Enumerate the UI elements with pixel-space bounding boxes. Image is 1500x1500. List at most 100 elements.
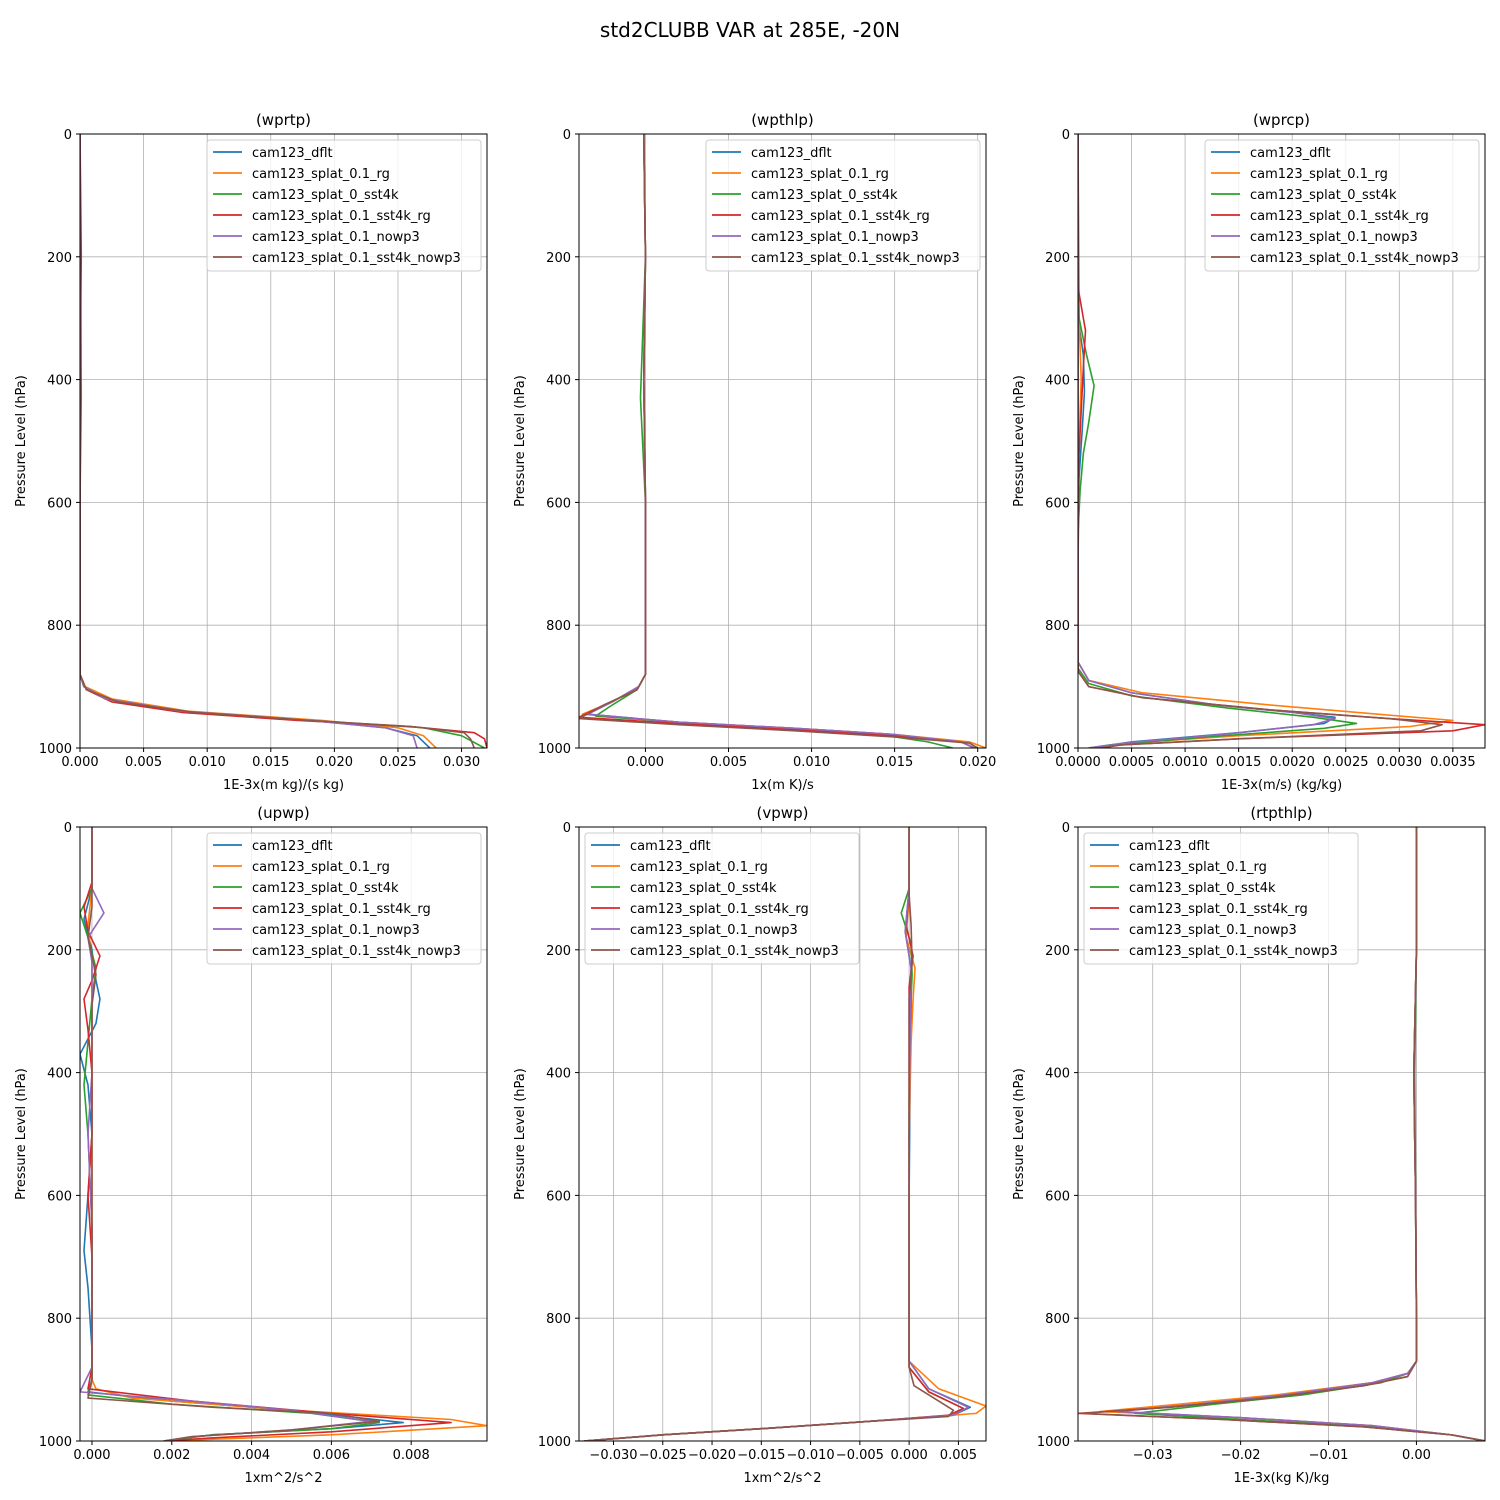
subplot-title: (wprtp) bbox=[256, 111, 311, 129]
x-tick-label: −0.030 bbox=[589, 1448, 637, 1463]
legend-box bbox=[1083, 832, 1359, 965]
y-axis-label: Pressure Level (hPa) bbox=[1012, 1068, 1027, 1200]
x-tick-label: 0.0020 bbox=[1269, 755, 1315, 770]
legend-label: cam123_splat_0.1_sst4k_rg bbox=[751, 209, 930, 224]
x-tick-label: 0.000 bbox=[73, 1448, 110, 1463]
y-tick-label: 600 bbox=[1045, 496, 1070, 511]
y-tick-label: 0 bbox=[1062, 821, 1070, 836]
legend-label: cam123_splat_0.1_sst4k_rg bbox=[1129, 902, 1308, 917]
legend-label: cam123_splat_0.1_sst4k_rg bbox=[252, 902, 431, 917]
legend-label: cam123_splat_0.1_sst4k_rg bbox=[252, 209, 431, 224]
x-tick-label: 0.015 bbox=[876, 755, 913, 770]
x-tick-label: 0.004 bbox=[233, 1448, 270, 1463]
x-tick-label: 0.030 bbox=[443, 755, 480, 770]
legend-box bbox=[206, 832, 482, 965]
legend-label: cam123_splat_0.1_nowp3 bbox=[252, 923, 420, 938]
x-tick-label: 0.006 bbox=[313, 1448, 350, 1463]
y-tick-label: 1000 bbox=[1037, 1435, 1070, 1450]
x-tick-label: 0.005 bbox=[125, 755, 162, 770]
legend-label: cam123_splat_0.1_rg bbox=[751, 167, 889, 182]
y-tick-label: 0 bbox=[563, 128, 571, 143]
legend-label: cam123_splat_0.1_rg bbox=[252, 167, 390, 182]
legend-label: cam123_splat_0.1_sst4k_nowp3 bbox=[630, 944, 839, 959]
legend-label: cam123_splat_0_sst4k bbox=[252, 881, 399, 896]
y-tick-label: 800 bbox=[1045, 619, 1070, 634]
legend-label: cam123_splat_0_sst4k bbox=[252, 188, 399, 203]
x-axis-label: 1E-3x(m kg)/(s kg) bbox=[223, 778, 344, 793]
x-tick-label: −0.025 bbox=[639, 1448, 687, 1463]
x-tick-label: −0.015 bbox=[737, 1448, 785, 1463]
y-tick-label: 200 bbox=[546, 944, 571, 959]
y-tick-label: 600 bbox=[546, 496, 571, 511]
y-tick-label: 200 bbox=[546, 251, 571, 266]
y-axis-label: Pressure Level (hPa) bbox=[513, 1068, 528, 1200]
legend-label: cam123_splat_0.1_rg bbox=[252, 860, 390, 875]
x-tick-label: −0.02 bbox=[1221, 1448, 1261, 1463]
legend-label: cam123_splat_0.1_sst4k_nowp3 bbox=[1129, 944, 1338, 959]
y-tick-label: 1000 bbox=[1037, 742, 1070, 757]
subplot-rtpthlp: −0.03 −0.02 −0.01 0.00 0 200 400 600 800 1000 (rtp… bbox=[1012, 804, 1486, 1486]
axes-frame bbox=[79, 826, 488, 1442]
x-tick-label: 0.0015 bbox=[1216, 755, 1262, 770]
x-tick-label: 0.025 bbox=[379, 755, 416, 770]
legend-label: cam123_splat_0_sst4k bbox=[630, 881, 777, 896]
legend-label: cam123_splat_0.1_sst4k_rg bbox=[1250, 209, 1429, 224]
legend-box bbox=[705, 139, 981, 272]
x-axis-label: 1xm^2/s^2 bbox=[743, 1471, 821, 1486]
axes-frame bbox=[1077, 826, 1486, 1442]
x-tick-label: 0.020 bbox=[959, 755, 996, 770]
y-tick-label: 200 bbox=[1045, 251, 1070, 266]
y-tick-label: 0 bbox=[1062, 128, 1070, 143]
legend: cam123_dflt cam123_splat_0.1_rg cam123_spl… bbox=[705, 139, 981, 272]
y-tick-label: 1000 bbox=[39, 1435, 72, 1450]
x-tick-label: −0.01 bbox=[1309, 1448, 1349, 1463]
x-tick-label: 0.0010 bbox=[1162, 755, 1208, 770]
series-line-cam123_splat_0.1_sst4k_nowp3 bbox=[579, 134, 979, 748]
y-tick-label: 200 bbox=[1045, 944, 1070, 959]
y-tick-label: 400 bbox=[1045, 374, 1070, 389]
legend: cam123_dflt cam123_splat_0.1_rg cam123_spl… bbox=[584, 832, 860, 965]
x-tick-label: 0.000 bbox=[891, 1448, 928, 1463]
legend-box bbox=[206, 139, 482, 272]
legend-label: cam123_dflt bbox=[252, 839, 333, 854]
legend: cam123_dflt cam123_splat_0.1_rg cam123_spl… bbox=[1204, 139, 1480, 272]
x-tick-label: −0.020 bbox=[688, 1448, 736, 1463]
legend-label: cam123_dflt bbox=[751, 146, 832, 161]
y-axis-label: Pressure Level (hPa) bbox=[14, 375, 29, 507]
legend: cam123_dflt cam123_splat_0.1_rg cam123_spl… bbox=[1083, 832, 1359, 965]
series-line-cam123_splat_0.1_sst4k_nowp3 bbox=[1081, 827, 1485, 1441]
legend-label: cam123_splat_0.1_nowp3 bbox=[1129, 923, 1297, 938]
y-tick-label: 600 bbox=[546, 1189, 571, 1204]
x-tick-label: 0.0025 bbox=[1323, 755, 1369, 770]
y-tick-label: 600 bbox=[1045, 1189, 1070, 1204]
legend-box bbox=[1204, 139, 1480, 272]
legend-label: cam123_splat_0.1_sst4k_nowp3 bbox=[252, 251, 461, 266]
legend-box bbox=[584, 832, 860, 965]
series-line-cam123_splat_0.1_sst4k_nowp3 bbox=[87, 827, 381, 1441]
y-tick-label: 1000 bbox=[39, 742, 72, 757]
axes-frame bbox=[578, 826, 987, 1442]
legend-label: cam123_dflt bbox=[1129, 839, 1210, 854]
legend-label: cam123_splat_0.1_rg bbox=[1250, 167, 1388, 182]
subplot-title: (upwp) bbox=[257, 804, 310, 822]
y-tick-label: 200 bbox=[47, 944, 72, 959]
y-tick-label: 600 bbox=[47, 496, 72, 511]
x-tick-label: 0.002 bbox=[153, 1448, 190, 1463]
x-tick-label: −0.010 bbox=[787, 1448, 835, 1463]
subplot-wprcp: 0.0000 0.0005 0.0010 0.0015 0.0020 0.0025 0.00… bbox=[1012, 111, 1486, 793]
legend-label: cam123_splat_0.1_sst4k_nowp3 bbox=[252, 944, 461, 959]
x-tick-label: 0.00 bbox=[1402, 1448, 1431, 1463]
x-tick-label: 0.005 bbox=[940, 1448, 977, 1463]
y-tick-label: 0 bbox=[563, 821, 571, 836]
y-tick-label: 0 bbox=[64, 128, 72, 143]
y-tick-label: 1000 bbox=[538, 1435, 571, 1450]
y-tick-label: 400 bbox=[546, 1067, 571, 1082]
legend: cam123_dflt cam123_splat_0.1_rg cam123_spl… bbox=[206, 832, 482, 965]
series-line-cam123_splat_0.1_sst4k_nowp3 bbox=[583, 827, 955, 1441]
axes-frame bbox=[1077, 133, 1486, 749]
y-axis-label: Pressure Level (hPa) bbox=[14, 1068, 29, 1200]
x-tick-label: 0.010 bbox=[189, 755, 226, 770]
x-tick-label: 0.0000 bbox=[1055, 755, 1101, 770]
x-tick-label: 0.005 bbox=[710, 755, 747, 770]
